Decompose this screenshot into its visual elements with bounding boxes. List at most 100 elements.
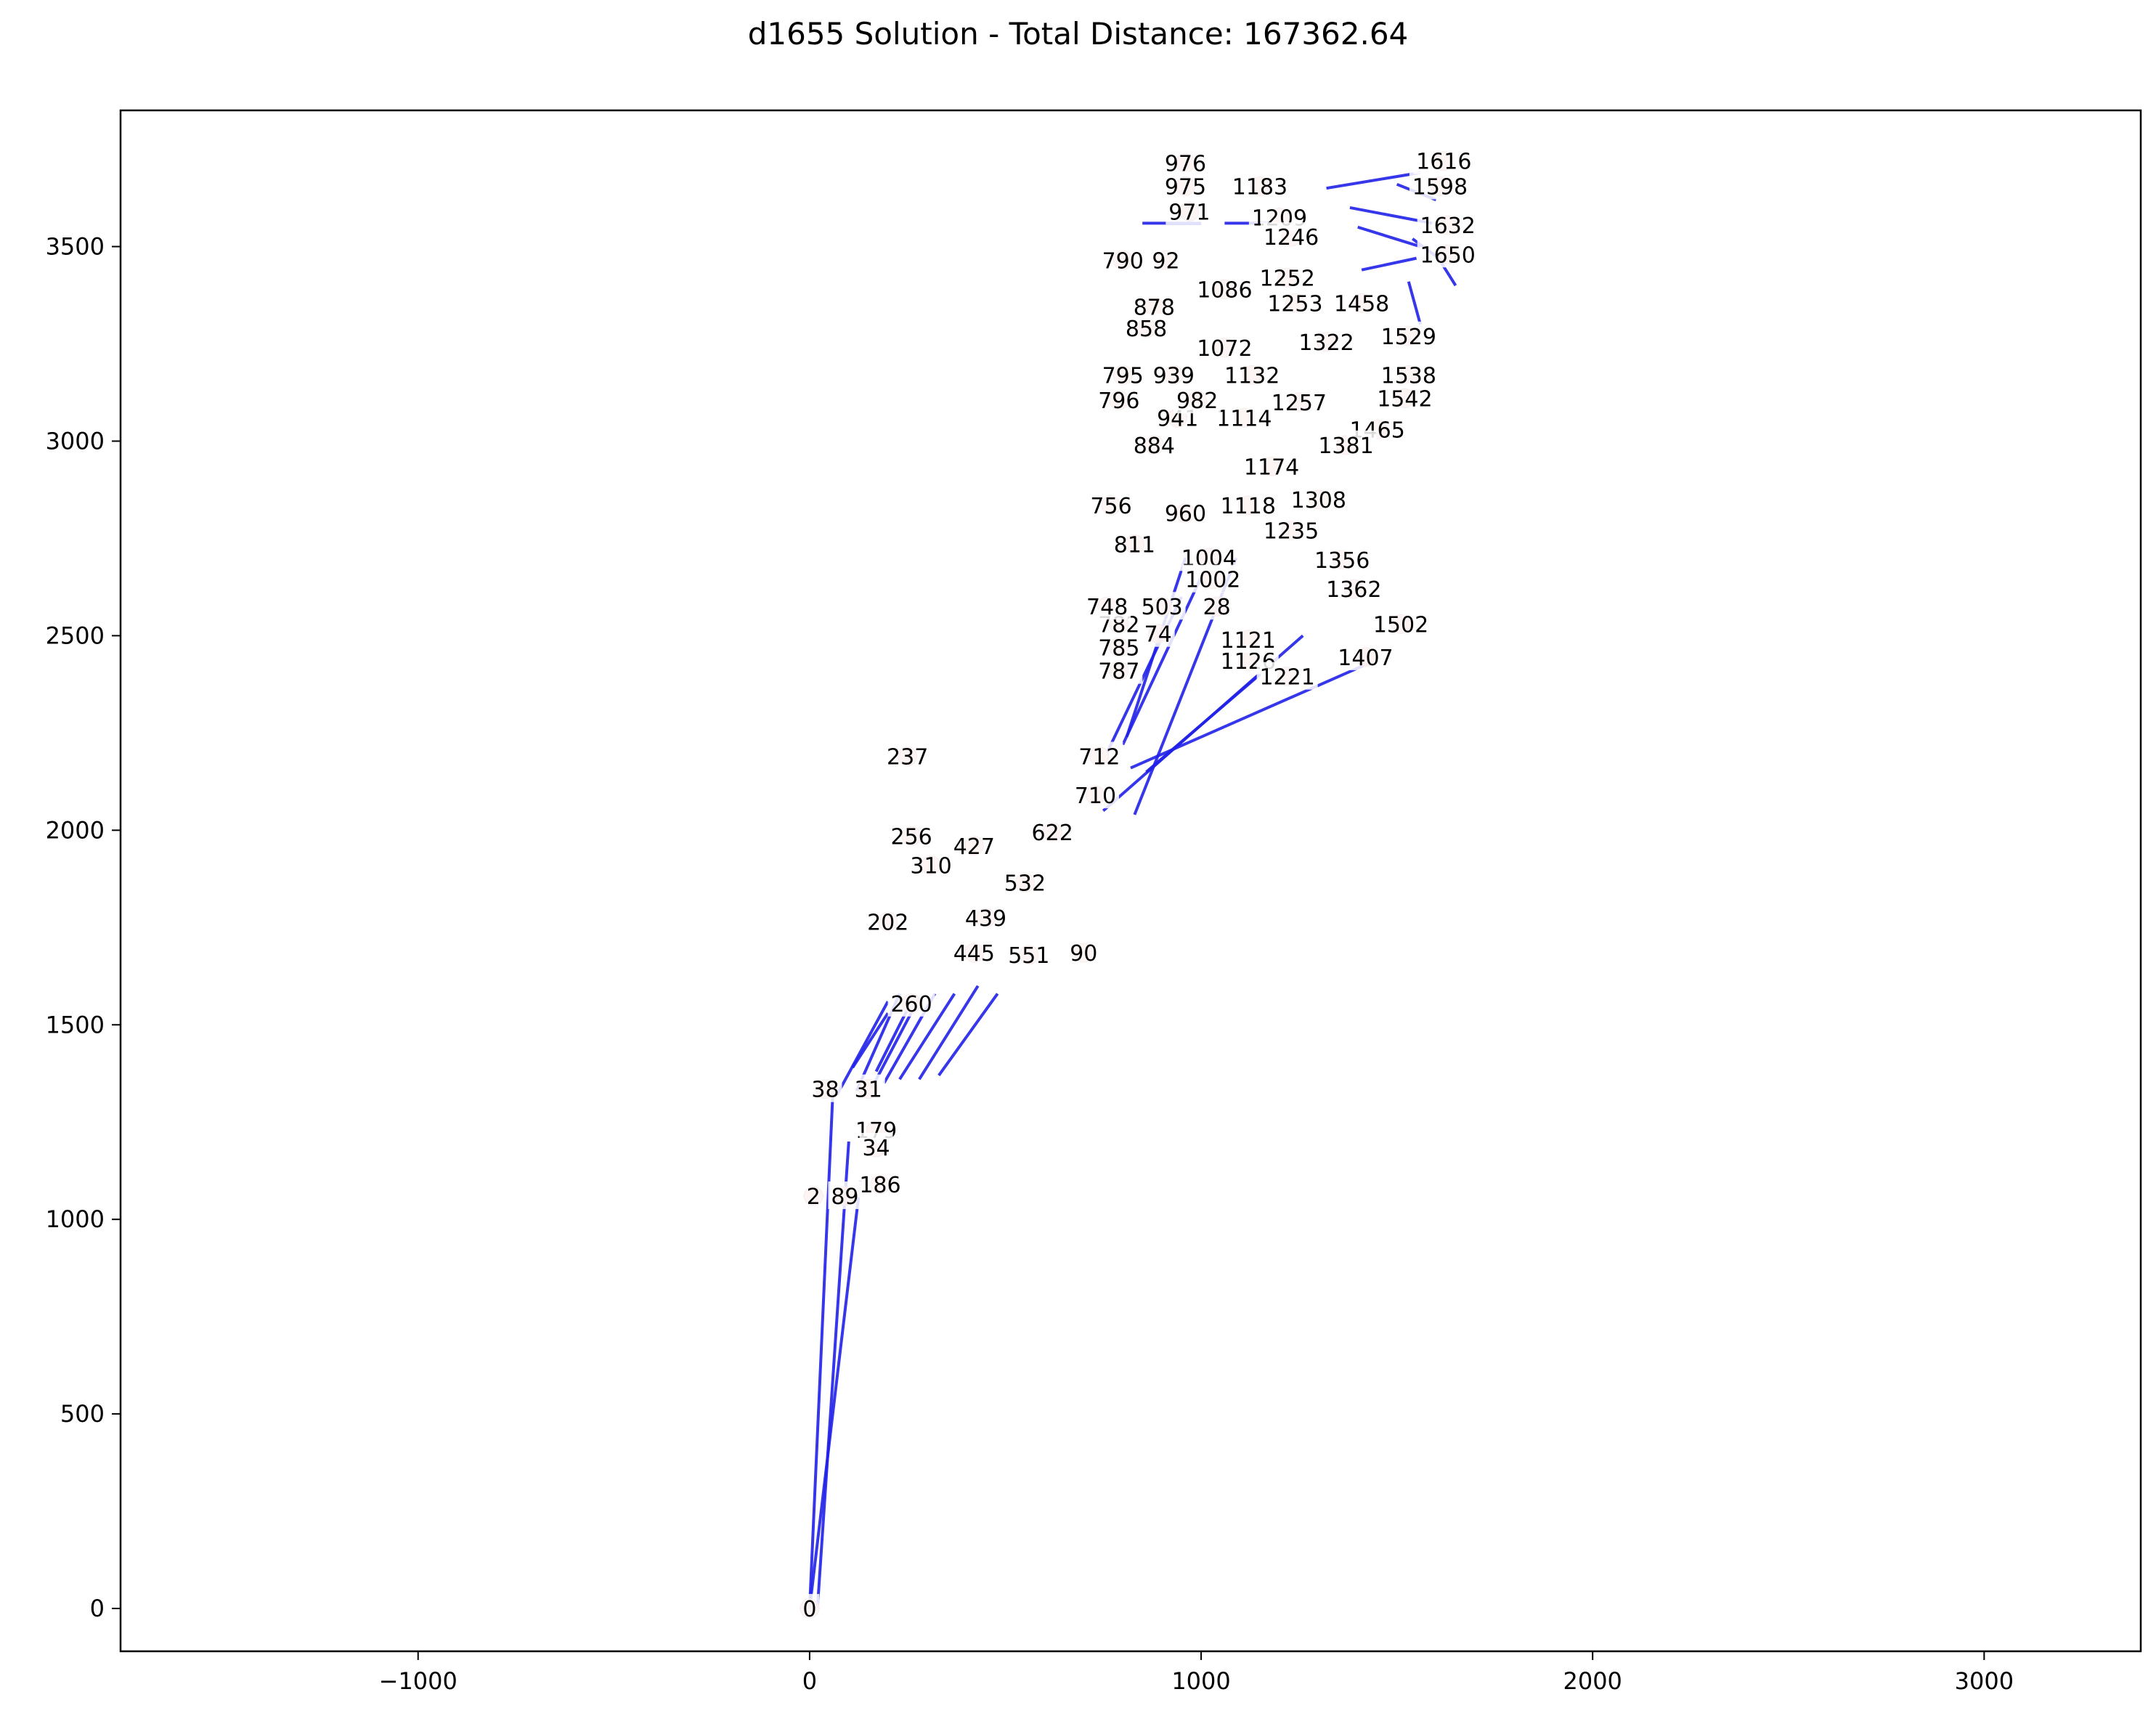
node-label: 28 [1203, 595, 1231, 620]
node-label-background [950, 938, 998, 967]
node-label: 2 [807, 1184, 821, 1210]
node-label: 256 [890, 824, 932, 850]
node-label-background [1378, 321, 1439, 349]
node-label-background [1315, 430, 1377, 458]
node-label-background [856, 1169, 904, 1197]
node-label: 186 [859, 1173, 900, 1198]
node-label: 939 [1153, 363, 1195, 388]
node-label: 1183 [1232, 174, 1288, 200]
node-label-background [1268, 387, 1330, 415]
x-tick-label: 3000 [1955, 1667, 2014, 1695]
node-label: 551 [1008, 943, 1049, 969]
node-label: 878 [1134, 296, 1175, 321]
route-segment [808, 1180, 862, 1609]
y-tick-label: 1000 [46, 1205, 105, 1233]
node-label: 1257 [1272, 391, 1327, 416]
node-label-background [1295, 327, 1357, 355]
node-label-background [907, 850, 955, 879]
node-label-background [1221, 360, 1283, 388]
node-label-background [1149, 245, 1183, 274]
route-segment [1125, 557, 1187, 738]
node-label: 975 [1165, 174, 1206, 200]
node-label: 622 [1032, 821, 1073, 846]
node-label-background [1256, 263, 1318, 291]
node-label: 1174 [1244, 455, 1299, 480]
node-label-background [1331, 288, 1393, 317]
node-label-background [808, 1074, 842, 1102]
node-label: 90 [1070, 941, 1097, 967]
route-segment [898, 993, 956, 1081]
node-label: 1632 [1420, 213, 1476, 239]
node-label-background [1099, 360, 1147, 388]
node-label: 1308 [1291, 488, 1346, 513]
route-segment [1357, 225, 1421, 248]
node-label-background [851, 1074, 885, 1102]
node-label-background [1095, 386, 1143, 414]
node-label: 1221 [1259, 665, 1314, 691]
node-label: 1616 [1416, 150, 1471, 175]
node-label-background [1182, 564, 1244, 593]
node-label: 858 [1126, 317, 1167, 342]
node-label: 503 [1141, 595, 1182, 620]
chart-title: d1655 Solution - Total Distance: 167362.… [747, 16, 1409, 52]
route-segment [1121, 577, 1203, 746]
node-label: 1246 [1264, 225, 1319, 251]
node-label-background [1138, 592, 1186, 620]
node-label: 971 [1168, 200, 1210, 225]
node-label: 756 [1090, 494, 1131, 519]
node-label: 0 [802, 1597, 816, 1622]
route-segment [1361, 256, 1417, 272]
node-label: 237 [887, 745, 928, 770]
node-label-background [1311, 545, 1373, 573]
node-label: 31 [855, 1078, 882, 1103]
node-label: 796 [1098, 388, 1139, 414]
route-segment [815, 1141, 850, 1609]
node-label: 712 [1078, 745, 1120, 770]
node-label-background [1141, 619, 1175, 647]
y-tick-label: 500 [60, 1400, 105, 1428]
node-label: 310 [910, 854, 951, 879]
node-label: 710 [1075, 784, 1116, 809]
node-label-background [1217, 624, 1279, 653]
node-label: 260 [890, 992, 932, 1017]
node-label: 1529 [1381, 325, 1436, 350]
node-label-background [828, 1181, 862, 1210]
node-label: 427 [953, 834, 995, 860]
node-label: 884 [1134, 434, 1175, 459]
node-label-background [1067, 938, 1101, 967]
node-label-background [1256, 662, 1318, 690]
node-label: 89 [831, 1184, 858, 1210]
node-label-background [1130, 292, 1178, 320]
node-label: 1072 [1197, 336, 1252, 362]
node-label-background [1217, 490, 1279, 518]
node-label-background [1130, 430, 1178, 458]
node-label-background [1409, 171, 1470, 200]
node-label-background [1229, 171, 1290, 200]
node-label-background [1166, 197, 1213, 225]
node-label-background [1095, 632, 1143, 661]
node-label-background [1417, 211, 1478, 239]
node-label: 960 [1165, 502, 1206, 527]
node-label-background [1370, 609, 1432, 638]
x-axis: −1000 0 1000 2000 3000 [379, 1651, 2014, 1695]
axes-frame [119, 109, 2142, 1653]
node-label: 748 [1086, 595, 1128, 620]
node-label-background [1194, 333, 1256, 361]
node-label: 1132 [1224, 363, 1280, 388]
route-segment [1407, 281, 1422, 325]
y-tick-label: 2000 [46, 816, 105, 844]
node-label-background [1378, 360, 1439, 388]
route-segment [918, 985, 980, 1081]
node-label: 1118 [1221, 494, 1276, 519]
node-label: 439 [965, 906, 1006, 932]
y-tick-label: 1500 [46, 1011, 105, 1038]
node-label: 790 [1102, 248, 1144, 274]
node-label: 1322 [1298, 330, 1354, 356]
node-label-background [1161, 171, 1209, 200]
node-label-background [1200, 592, 1234, 620]
node-label-background [884, 741, 932, 770]
route-segment [1326, 171, 1421, 190]
node-label: 1002 [1185, 568, 1240, 593]
